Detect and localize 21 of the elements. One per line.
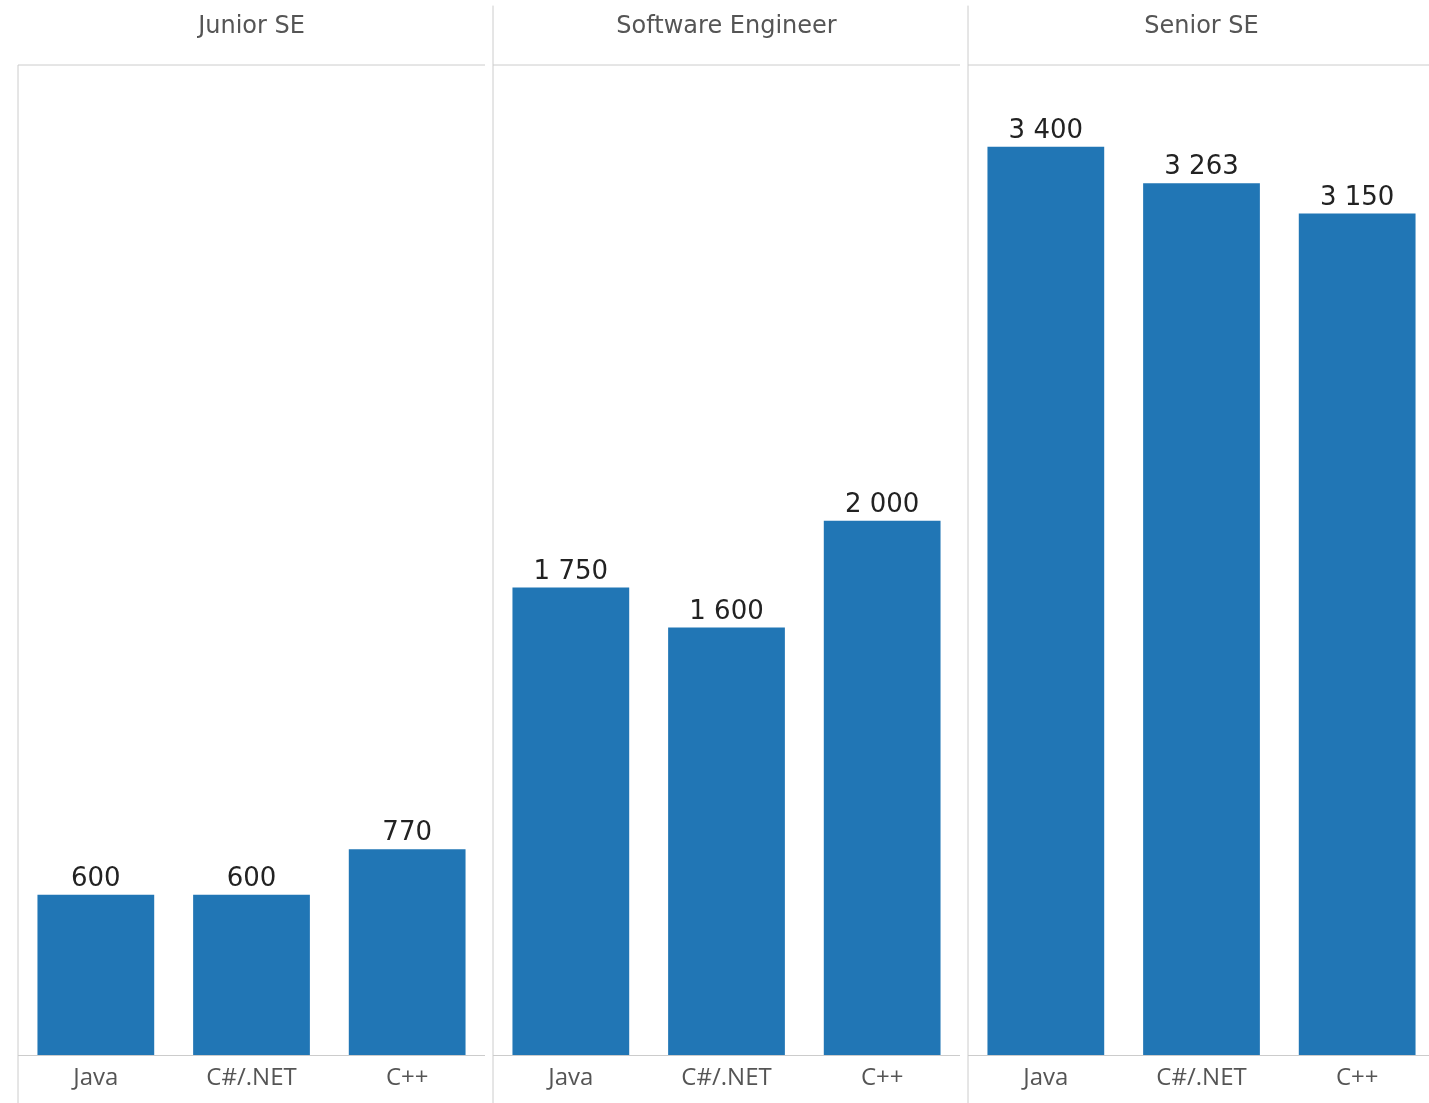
x-tick-label: Java xyxy=(1021,1058,1069,1092)
x-tick-label: C#/.NET xyxy=(206,1058,297,1092)
chart-title: Software Engineer xyxy=(616,11,837,40)
x-tick-label: C++ xyxy=(860,1058,904,1092)
chart-title: Senior SE xyxy=(1144,11,1259,40)
chart-title: Junior SE xyxy=(196,11,305,40)
x-tick-label: Java xyxy=(71,1058,119,1092)
data-label: 3 150 xyxy=(1319,180,1395,211)
x-tick-label: Java xyxy=(546,1058,594,1092)
data-label: 3 400 xyxy=(1008,113,1084,144)
data-label: 600 xyxy=(71,861,121,892)
x-tick-label: C++ xyxy=(385,1058,429,1092)
data-label: 3 263 xyxy=(1164,150,1239,181)
data-label: 770 xyxy=(382,816,432,847)
x-tick-label: C#/.NET xyxy=(1156,1058,1247,1092)
data-label: 1 750 xyxy=(533,554,609,585)
data-label: 1 600 xyxy=(689,594,764,625)
x-tick-label: C#/.NET xyxy=(681,1058,772,1092)
data-label: 600 xyxy=(226,861,277,892)
data-label: 2 000 xyxy=(844,487,920,518)
x-tick-label: C++ xyxy=(1335,1058,1379,1092)
